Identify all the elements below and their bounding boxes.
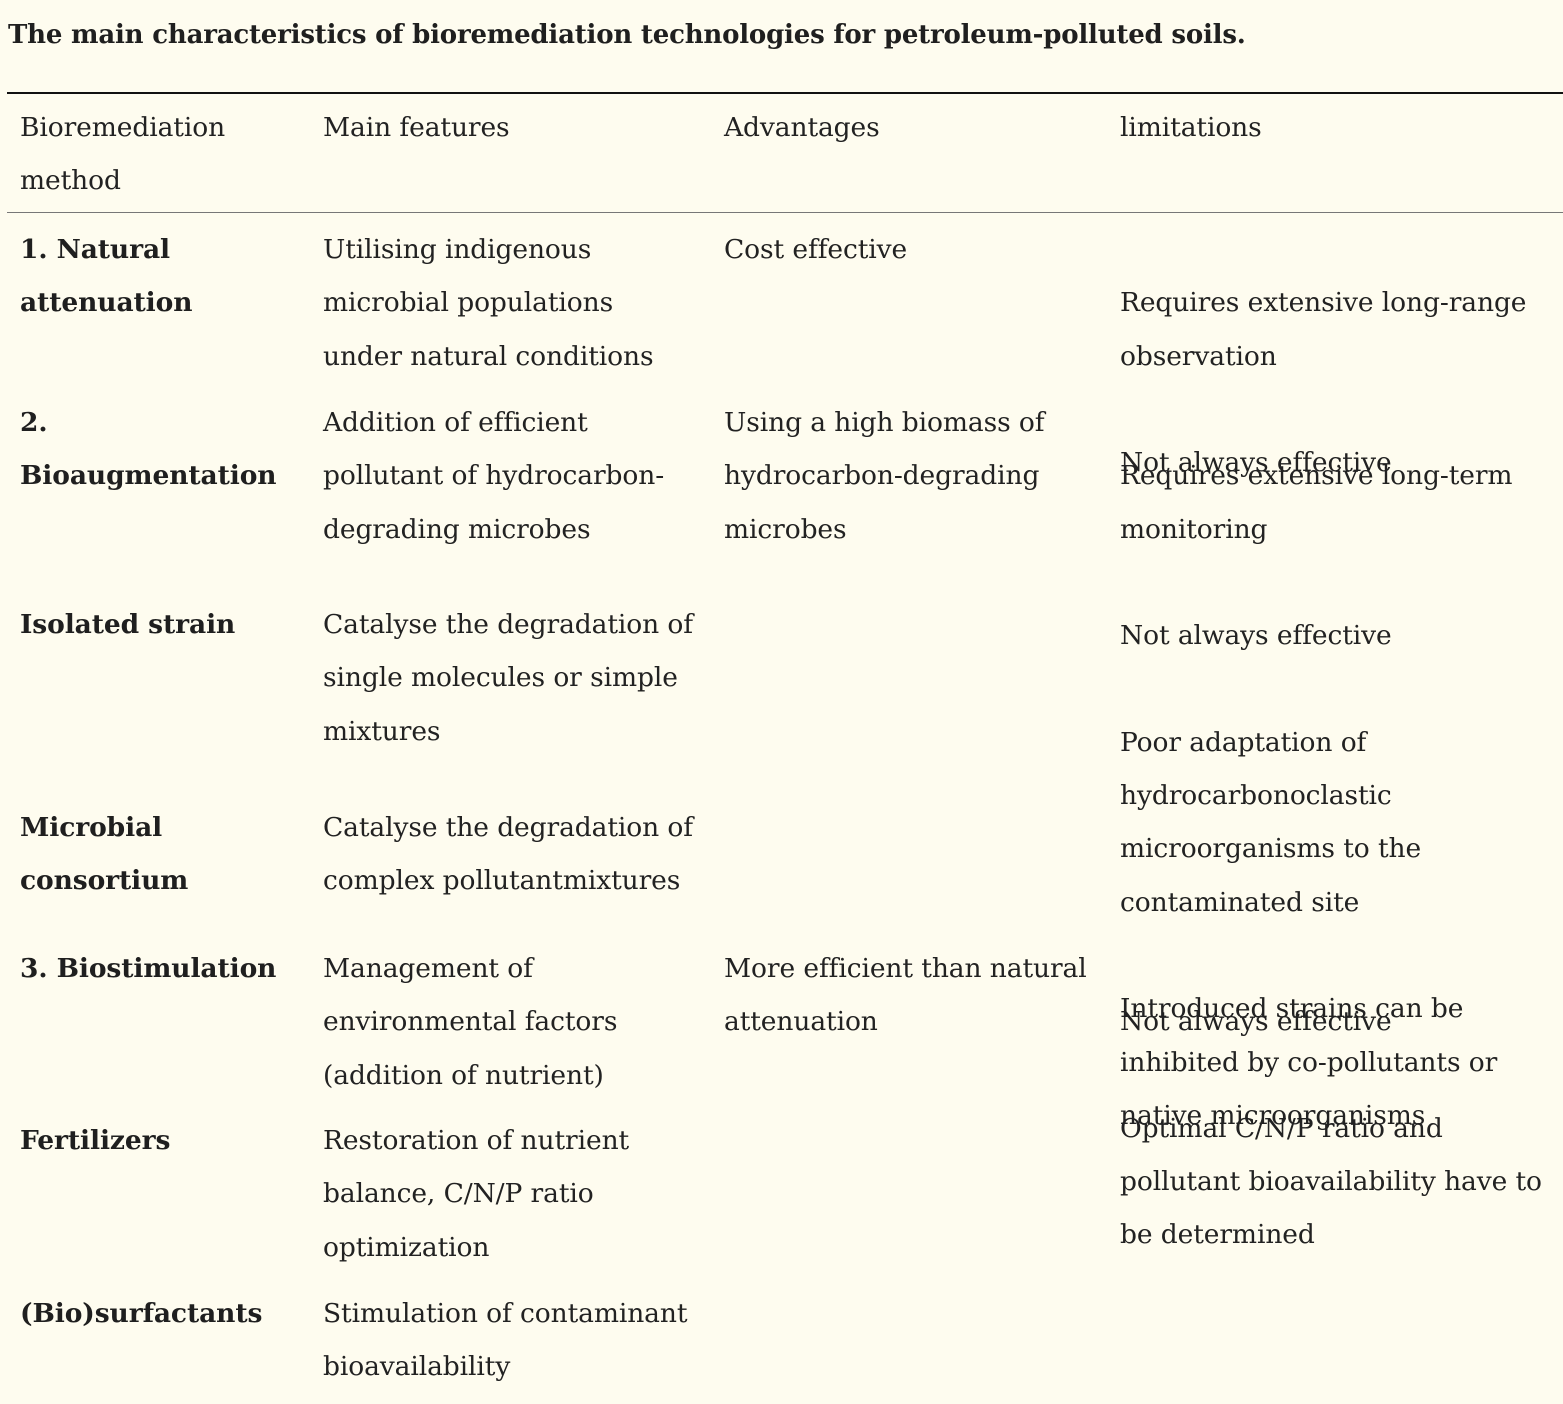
limitation-item: Requires extensive long-range observatio… [1120, 287, 1527, 372]
row-natural-attenuation-features: Utilising indigenous microbial populatio… [323, 234, 654, 372]
header-method: Bioremediation method [20, 112, 226, 197]
row-bioaugmentation-advantages: Using a high biomass of hydrocarbon-degr… [724, 407, 1045, 545]
limitation-item: Not always effective [1120, 620, 1392, 652]
row-isolated-strain-method: Isolated strain [20, 609, 236, 640]
row-natural-attenuation-advantages: Cost effective [724, 234, 908, 265]
header-advantages: Advantages [724, 112, 880, 143]
table-caption: The main characteristics of bioremediati… [8, 20, 1246, 50]
limitation-item: Requires extensive long-term monitoring [1120, 460, 1513, 545]
row-fertilizers-features: Restoration of nutrient balance, C/N/P r… [323, 1125, 630, 1263]
table-top-rule [7, 92, 1563, 94]
header-limitations: limitations [1120, 112, 1262, 143]
row-biostimulation-features: Management of environmental factors (add… [323, 953, 618, 1091]
header-rule [7, 212, 1563, 213]
limitation-item: Optimal C/N/P ratio and pollutant bioava… [1120, 1112, 1542, 1251]
row-biosurfactants-method: (Bio)surfactants [20, 1298, 263, 1329]
row-bioaugmentation-features: Addition of efficient pollutant of hydro… [323, 407, 665, 545]
row-microbial-consortium-method: Microbial consortium [20, 812, 189, 897]
row-biostimulation-limitations: Not always effective Optimal C/N/P ratio… [1120, 942, 1560, 1315]
row-natural-attenuation-limitations: Requires extensive long-range observatio… [1120, 223, 1560, 543]
limitation-item: Introduced strains can be inhibited by c… [1120, 993, 1498, 1131]
limitation-item: Not always effective [1120, 447, 1392, 479]
limitation-item: Poor adaptation of hydrocarbonoclastic m… [1120, 726, 1422, 918]
row-isolated-strain-features: Catalyse the degradation of single molec… [323, 609, 693, 747]
row-microbial-consortium-features: Catalyse the degradation of complex poll… [323, 812, 693, 897]
row-biostimulation-advantages: More efficient than natural attenuation [724, 953, 1087, 1038]
row-bioaugmentation-limitations: Requires extensive long-term monitoring … [1120, 396, 1560, 1195]
row-fertilizers-method: Fertilizers [20, 1125, 171, 1156]
row-natural-attenuation-method: 1. Natural attenuation [20, 234, 193, 319]
header-main-features: Main features [323, 112, 510, 143]
row-bioaugmentation-method: 2. Bioaugmentation [20, 407, 277, 492]
row-biostimulation-method: 3. Biostimulation [20, 953, 277, 984]
limitation-item: Not always effective [1120, 1006, 1392, 1038]
row-biosurfactants-features: Stimulation of contaminant bioavailabili… [323, 1298, 688, 1383]
